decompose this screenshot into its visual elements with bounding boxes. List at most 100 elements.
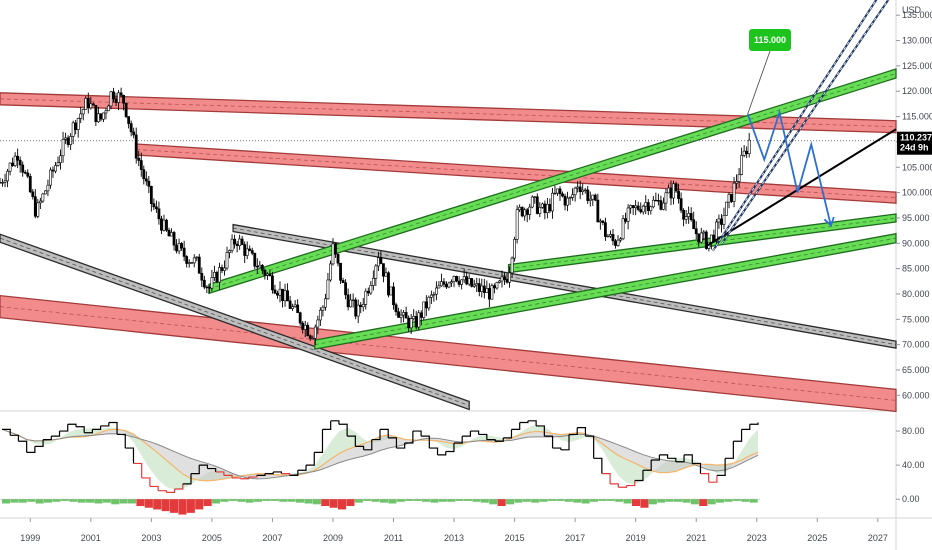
oscillator-segment (43, 436, 52, 441)
histogram-bar (581, 499, 590, 504)
histogram-bar (573, 499, 582, 503)
indicator-axis-tick-label: 0.00 (902, 494, 920, 504)
histogram-bar (405, 499, 414, 501)
candle-down (424, 301, 428, 309)
indicator-axis[interactable]: 80.00 40.00 0.00 (896, 426, 925, 504)
candle-up (545, 204, 549, 214)
candle-up (56, 162, 60, 166)
candle-down (563, 195, 567, 206)
histogram-bar (657, 499, 666, 503)
histogram-bar (464, 499, 473, 501)
oscillator-segment (108, 421, 118, 435)
candle-up (230, 238, 234, 251)
histogram-bar (396, 499, 405, 502)
candle-down (341, 280, 345, 284)
last-price-tag[interactable]: 110.237 24d 9h (897, 131, 932, 155)
candle-up (79, 113, 83, 119)
bar-countdown: 24d 9h (900, 143, 929, 153)
candle-up (311, 337, 315, 340)
candle-up (717, 218, 721, 223)
oscillator-segment (642, 460, 652, 471)
candle-down (659, 200, 663, 210)
oscillator-segment (741, 424, 751, 430)
candle-up (356, 304, 360, 317)
candle-down (31, 191, 35, 197)
candle-up (533, 196, 537, 198)
candle-up (44, 190, 47, 195)
indicator-axis-tick-label: 80.00 (902, 426, 925, 436)
candle-down (414, 316, 418, 328)
currency-label: USD (902, 5, 922, 15)
candle-down (33, 196, 37, 217)
oscillator-segment (453, 436, 463, 444)
candle-down (260, 264, 264, 271)
trend-bands (0, 68, 897, 413)
candle-down (679, 198, 683, 211)
candle-down (21, 164, 25, 173)
candle-up (69, 136, 73, 145)
candle-down (596, 199, 600, 223)
candle-up (399, 314, 403, 318)
candle-down (127, 116, 131, 124)
candle-up (508, 272, 511, 283)
oscillator-segment (552, 447, 562, 450)
oscillator-segment (141, 477, 151, 487)
candle-up (409, 318, 413, 329)
oscillator-segment (207, 467, 217, 472)
histogram-bar (52, 499, 61, 502)
grey-band-long-body (0, 233, 470, 411)
oscillator-segment (117, 433, 126, 449)
candle-down (154, 206, 158, 210)
candle-up (81, 109, 85, 115)
oscillator-segment (618, 485, 628, 488)
candle-down (558, 188, 562, 195)
price-axis-tick-label: 75.000 (902, 314, 930, 324)
time-axis-tick-label: 2005 (202, 533, 222, 543)
oscillator-segment (100, 422, 110, 427)
time-axis[interactable]: 1999 2001 2003 2005 2007 2009 2011 2013 2015 2017… (20, 518, 888, 543)
black-trendline (706, 128, 897, 247)
candle-down (197, 256, 201, 274)
oscillator-segment (232, 477, 241, 479)
ribbon-mid (2, 429, 758, 481)
oscillator-segment (388, 437, 398, 449)
histogram-bar (749, 499, 758, 503)
candle-down (404, 312, 408, 319)
candle-up (6, 170, 9, 182)
histogram-bar (438, 499, 447, 502)
target-annotation[interactable]: 115.000 (749, 29, 791, 51)
candle-down (276, 292, 279, 296)
candle-up (664, 192, 668, 204)
histogram-bar (195, 499, 204, 510)
candle-down (182, 247, 186, 257)
oscillator-segment (125, 447, 135, 464)
candle-down (387, 272, 390, 296)
oscillator-segment (338, 423, 348, 437)
candle-down (720, 218, 723, 225)
histogram-bar (203, 499, 212, 507)
candle-down (543, 203, 547, 214)
grey-band-mid (232, 223, 897, 349)
candle-down (11, 162, 15, 166)
oscillator-segment (585, 435, 595, 459)
candle-down (604, 222, 607, 237)
projection-path (746, 109, 832, 226)
oscillator-segment (462, 431, 471, 437)
candle-up (13, 155, 17, 166)
oscillator-segment (511, 422, 521, 430)
candle-down (94, 104, 98, 122)
oscillator-segment (273, 471, 282, 474)
candle-up (71, 122, 75, 137)
candle-down (114, 98, 118, 103)
candle-down (301, 322, 305, 330)
histogram-bar (674, 499, 683, 502)
indicator-axis-tick-label: 40.00 (902, 460, 925, 470)
histogram-bar (346, 499, 355, 507)
time-axis-tick-label: 2023 (747, 533, 767, 543)
time-axis-tick-label: 1999 (20, 533, 40, 543)
candle-down (205, 286, 209, 289)
green-band-short-body (507, 213, 897, 274)
price-axis[interactable]: 135.000130.000125.000120.000115.000110.0… (896, 10, 932, 400)
histogram-bar (338, 499, 347, 510)
oscillator-segment (51, 431, 61, 437)
